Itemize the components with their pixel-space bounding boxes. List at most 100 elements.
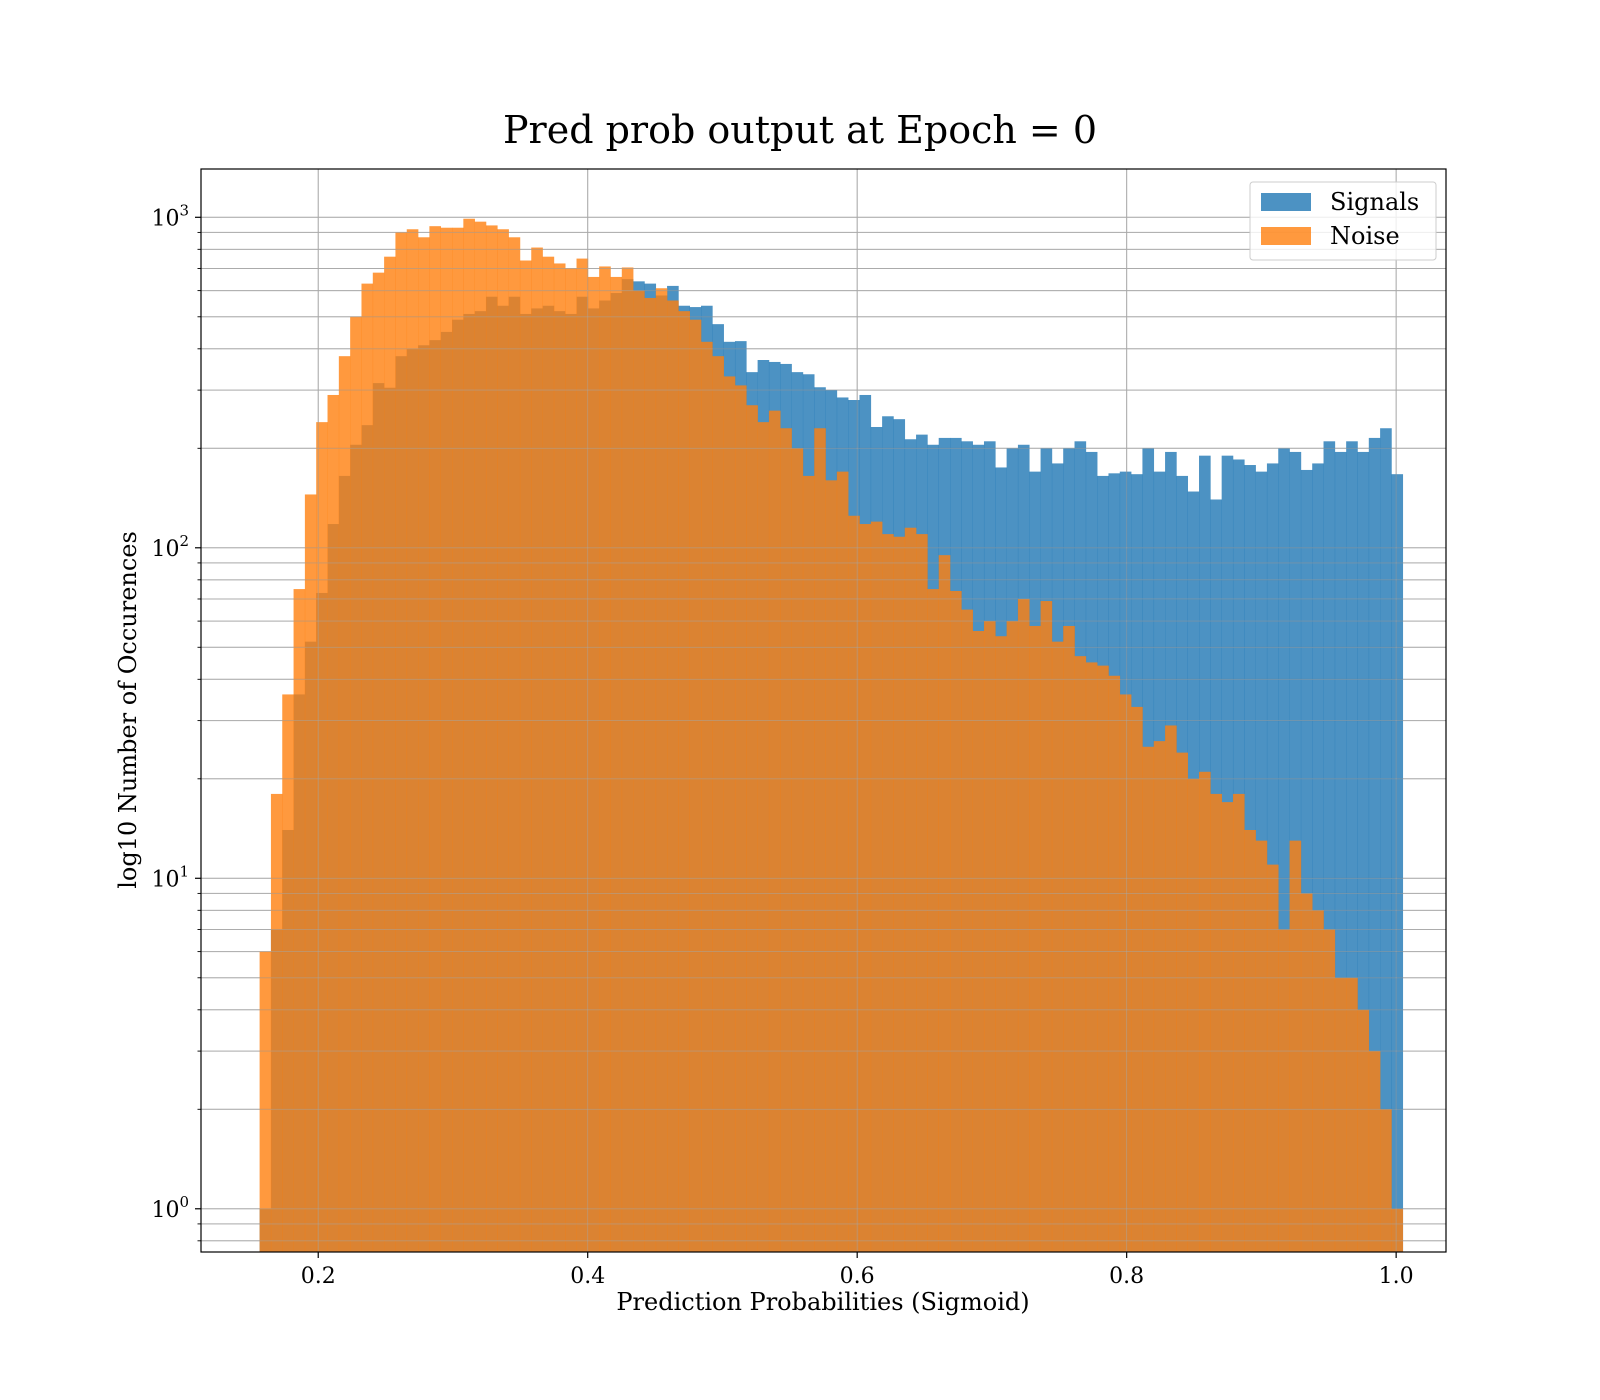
- histogram-bar-noise: [1312, 910, 1324, 1252]
- histogram-bar-noise: [350, 316, 362, 1252]
- legend: Signals Noise: [1249, 181, 1437, 261]
- legend-label-signals: Signals: [1330, 188, 1419, 216]
- y-tick-label: 102: [151, 532, 189, 562]
- histogram-bar-noise: [270, 793, 283, 1252]
- histogram-bar-noise: [610, 276, 623, 1252]
- histogram-bar-noise: [746, 405, 758, 1252]
- histogram-bar-noise: [814, 428, 826, 1252]
- histogram-bar-noise: [1085, 662, 1098, 1252]
- histogram-bar-noise: [1255, 840, 1268, 1252]
- histogram-bar-noise: [531, 247, 543, 1252]
- histogram-bar-noise: [1210, 793, 1222, 1252]
- grid-lines-overlay: [201, 169, 1446, 1252]
- histogram-bar-noise: [1278, 929, 1290, 1252]
- histogram-bar-noise: [1165, 725, 1177, 1252]
- histogram-bar-noise: [655, 288, 668, 1252]
- histogram-bar-noise: [825, 480, 838, 1252]
- histogram-bar-noise: [689, 319, 702, 1252]
- histogram-bar-noise: [259, 951, 272, 1252]
- histogram-bar-noise: [734, 385, 747, 1252]
- histogram-bar-noise: [338, 356, 351, 1252]
- histogram-bar-noise: [780, 428, 792, 1252]
- histogram-bar-noise: [474, 221, 487, 1253]
- histogram-bar-signals: [1323, 441, 1336, 1253]
- histogram-bar-noise: [1289, 840, 1302, 1252]
- histogram-bar-noise: [497, 229, 509, 1253]
- histogram-bar-noise: [938, 555, 951, 1252]
- histogram-bar-noise: [1346, 977, 1358, 1252]
- histogram-bar-noise: [848, 515, 860, 1252]
- histogram-bar-noise: [1300, 893, 1313, 1252]
- histogram-bar-noise: [927, 589, 940, 1252]
- histogram-bar-noise: [836, 471, 849, 1253]
- histogram-bar-noise: [1244, 829, 1256, 1252]
- histogram-bar-noise: [316, 422, 328, 1252]
- histogram-bar-noise: [870, 521, 883, 1252]
- histogram-bar-noise: [1368, 1051, 1381, 1252]
- histogram-bar-noise: [361, 283, 374, 1252]
- histogram-bar-noise: [983, 621, 996, 1252]
- histogram-bar-noise: [599, 266, 611, 1253]
- x-tick-label: 0.2: [301, 1264, 336, 1289]
- x-tick-label: 0.4: [570, 1264, 605, 1289]
- legend-label-noise: Noise: [1330, 222, 1400, 250]
- histogram-bar-noise: [621, 267, 634, 1252]
- x-tick-label: 0.6: [840, 1264, 875, 1289]
- histogram-bar-noise: [1357, 1009, 1370, 1252]
- histogram-bar-noise: [565, 268, 577, 1252]
- histogram-bar-signals: [1368, 437, 1381, 1252]
- histogram-bar-noise: [644, 297, 657, 1252]
- histogram-bar-noise: [1232, 793, 1245, 1252]
- histogram-bar-noise: [1006, 621, 1019, 1252]
- histogram-bar-noise: [1176, 752, 1189, 1252]
- histogram-bar-noise: [1323, 929, 1336, 1252]
- plot-frame: [200, 168, 1447, 1253]
- histogram-bar-signals: [1300, 469, 1313, 1252]
- histogram-bar-noise: [1142, 746, 1155, 1252]
- x-tick-label: 0.8: [1109, 1264, 1144, 1289]
- histogram-bar-noise: [701, 341, 713, 1252]
- histogram-bar-noise: [1187, 778, 1200, 1252]
- histogram-bar-noise: [576, 258, 589, 1252]
- histogram-bar-noise: [961, 609, 973, 1252]
- histogram-bar-noise: [542, 256, 555, 1252]
- histogram-bar-noise: [327, 394, 340, 1252]
- histogram-bar-noise: [587, 276, 600, 1252]
- histogram-bar-noise: [768, 410, 781, 1253]
- x-tick-label: 1.0: [1379, 1264, 1414, 1289]
- histogram-bar-noise: [1334, 977, 1347, 1252]
- histogram-bar-noise: [791, 448, 804, 1252]
- legend-swatch-signals: [1261, 193, 1311, 211]
- histogram-bar-noise: [667, 300, 679, 1252]
- histogram-bar-noise: [1221, 802, 1234, 1252]
- histogram-bar-noise: [1266, 864, 1279, 1252]
- histogram-bar-noise: [406, 229, 419, 1253]
- histogram-bar-noise: [429, 226, 442, 1253]
- histogram-bar-noise: [1029, 625, 1041, 1252]
- histogram-bar-noise: [712, 356, 724, 1252]
- y-axis-ticks: 100 101 102 103: [151, 201, 201, 1242]
- histogram-bar-noise: [485, 225, 498, 1253]
- histogram-bar-noise: [1108, 675, 1121, 1252]
- histogram-bar-noise: [859, 524, 872, 1252]
- histogram-bar-noise: [893, 536, 906, 1252]
- histogram-bar-noise: [1051, 641, 1064, 1252]
- histogram-bar-signals: [1266, 463, 1279, 1252]
- y-tick-label: 101: [151, 862, 189, 892]
- histogram-bar-signals: [1334, 451, 1347, 1252]
- histogram-bar-noise: [633, 290, 645, 1252]
- histogram-bar-noise: [293, 589, 306, 1252]
- histogram-bar-noise: [995, 636, 1007, 1252]
- x-axis-ticks: 0.2 0.4 0.6 0.8 1.0: [301, 1252, 1414, 1289]
- y-tick-label: 100: [151, 1193, 189, 1223]
- chart-title: Pred prob output at Epoch = 0: [503, 108, 1097, 152]
- histogram-bar-signals: [1357, 451, 1370, 1252]
- histogram-bar-noise: [1074, 656, 1087, 1252]
- histogram-bar-noise: [802, 475, 815, 1252]
- histogram-bar-noise: [678, 311, 691, 1253]
- histogram-bar-noise: [1153, 741, 1166, 1252]
- histogram-bar-noise: [1017, 598, 1030, 1252]
- y-axis-label: log10 Number of Occurences: [114, 531, 142, 889]
- histogram-bar-noise: [1063, 625, 1075, 1252]
